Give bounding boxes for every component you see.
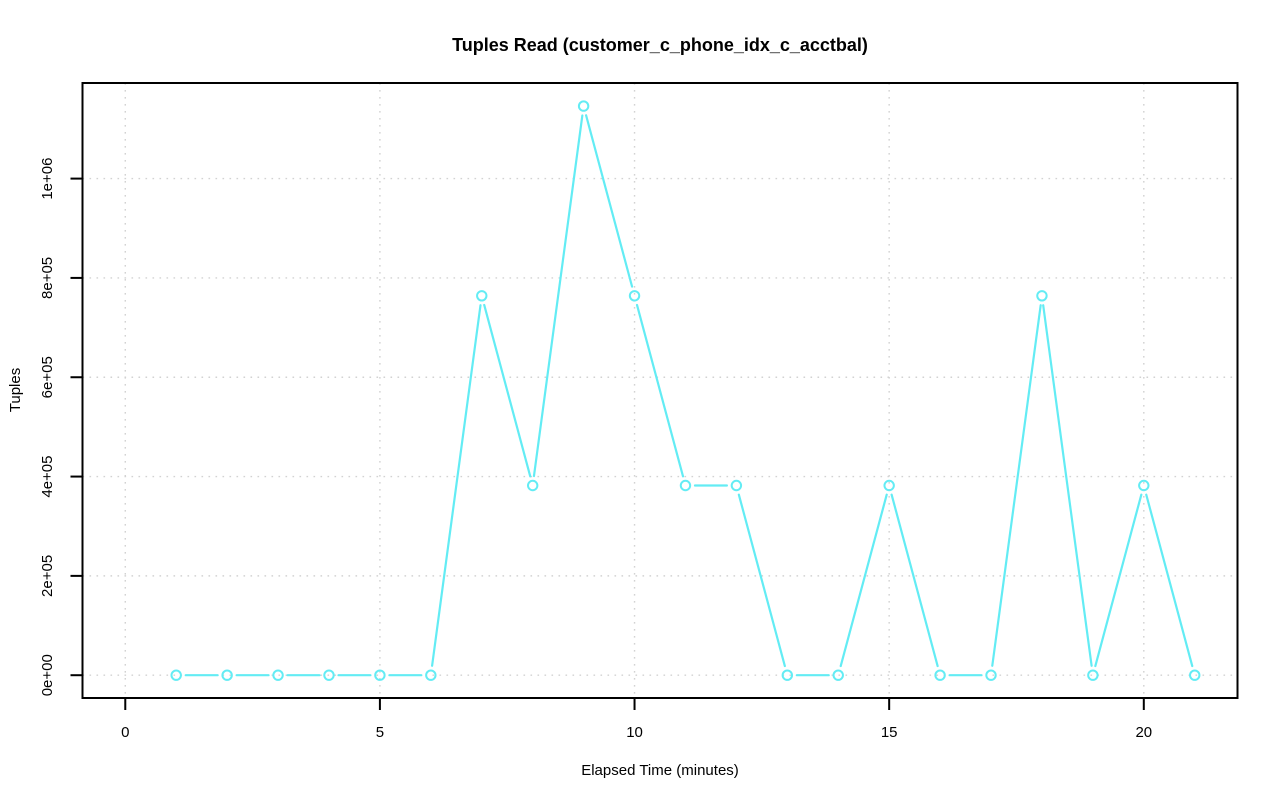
x-axis-tick-label: 20 — [1135, 724, 1152, 741]
plot-border — [81, 82, 1239, 699]
y-axis-tick-label: 6e+05 — [39, 356, 56, 398]
x-axis-tick-label: 15 — [881, 724, 898, 741]
data-point-marker — [170, 669, 182, 681]
series-line-segment — [1094, 493, 1143, 668]
y-axis-tick-label: 8e+05 — [39, 257, 56, 299]
data-point-marker — [425, 669, 437, 681]
y-axis-title: Tuples — [7, 368, 24, 412]
data-point-marker — [272, 669, 284, 681]
data-point-marker — [1189, 669, 1201, 681]
series-line-segment — [430, 304, 482, 667]
data-series — [170, 100, 1201, 681]
data-point-marker — [781, 669, 794, 681]
data-point-marker — [679, 479, 692, 492]
data-point-marker — [832, 669, 844, 681]
chart-title: Tuples Read (customer_c_phone_idx_c_acct… — [452, 35, 868, 55]
data-point-marker — [476, 290, 488, 302]
series-line-segment — [584, 114, 634, 288]
data-point-marker — [1138, 479, 1150, 492]
data-point-marker — [221, 669, 233, 681]
data-point-marker — [883, 479, 895, 492]
x-axis-tick-label: 5 — [376, 724, 384, 741]
y-axis-tick-label: 4e+05 — [39, 455, 56, 497]
series-line-segment — [991, 304, 1042, 667]
x-axis-title: Elapsed Time (minutes) — [581, 762, 739, 779]
x-axis-tick-label: 0 — [121, 724, 129, 741]
series-line-segment — [532, 114, 584, 478]
data-point-marker — [526, 479, 539, 492]
data-point-marker — [374, 669, 386, 681]
y-axis-tick-label: 2e+05 — [39, 555, 56, 597]
data-point-marker — [1036, 290, 1048, 302]
series-line-segment — [839, 493, 888, 668]
series-line-segment — [1145, 493, 1194, 668]
axes: 0 5 10 15 20 0e+00 2e+05 4e+05 6e+05 8e+05 1e+06 — [39, 158, 1152, 741]
data-point-marker — [934, 669, 946, 681]
data-point-marker — [323, 669, 335, 681]
data-point-marker — [1087, 669, 1099, 681]
y-axis-tick-label: 1e+06 — [39, 158, 56, 200]
series-line-segment — [737, 493, 786, 668]
data-point-marker — [577, 100, 590, 112]
gridlines — [82, 83, 1238, 698]
series-line-segment — [635, 303, 685, 478]
series-line-segment — [483, 303, 532, 478]
data-point-marker — [985, 669, 997, 681]
x-axis-tick-label: 10 — [626, 724, 643, 741]
y-axis-tick-label: 0e+00 — [39, 654, 56, 696]
data-point-marker — [730, 479, 743, 492]
series-line-segment — [1042, 304, 1093, 667]
data-point-marker — [628, 290, 641, 302]
series-line-segment — [890, 493, 939, 668]
